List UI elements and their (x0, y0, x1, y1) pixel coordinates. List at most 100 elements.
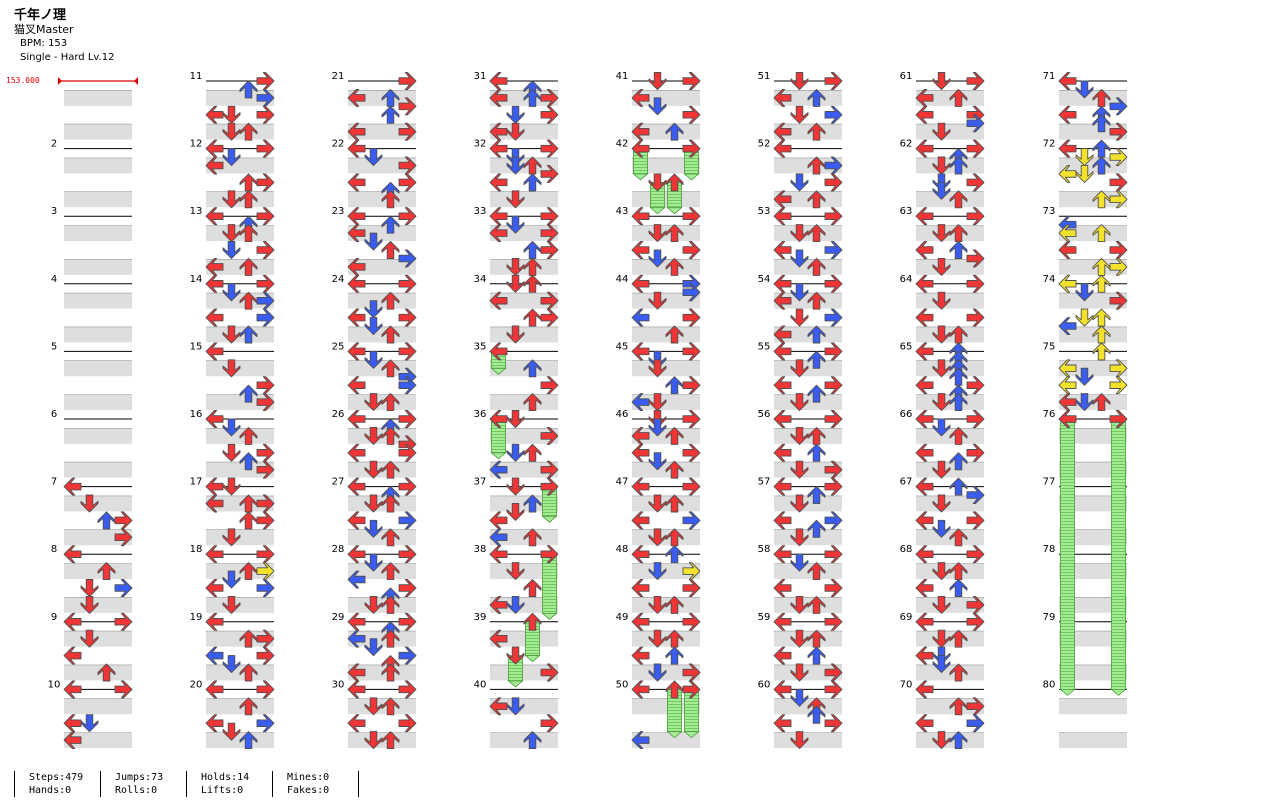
down-arrow-icon (648, 663, 667, 682)
right-arrow-icon (256, 511, 275, 530)
left-arrow-icon (205, 342, 224, 361)
measure-number: 40 (474, 679, 487, 690)
measure-number: 43 (616, 206, 629, 217)
beat-band (632, 191, 700, 208)
up-arrow-icon (665, 460, 684, 479)
right-arrow-icon (256, 460, 275, 479)
measure-number: 15 (190, 341, 203, 352)
difficulty-info: Single - Hard Lv.12 (20, 52, 115, 63)
right-arrow-icon (966, 545, 985, 564)
beat-band (64, 259, 132, 275)
up-arrow-icon (381, 460, 400, 479)
down-arrow-icon (506, 443, 525, 462)
down-arrow-icon (790, 426, 809, 445)
left-arrow-icon (631, 88, 650, 107)
down-arrow-icon (222, 528, 241, 547)
right-arrow-icon (398, 443, 417, 462)
left-arrow-icon (915, 443, 934, 462)
up-arrow-icon (949, 241, 968, 259)
right-arrow-icon (256, 443, 275, 462)
measure-number: 58 (758, 544, 771, 555)
left-arrow-icon (631, 477, 650, 496)
down-arrow-icon (1075, 367, 1094, 386)
left-arrow-icon (63, 731, 82, 750)
down-arrow-icon (790, 528, 809, 547)
stat-lifts: Lifts:0 (201, 785, 244, 796)
up-arrow-icon (381, 595, 400, 614)
measure-number: 48 (616, 544, 629, 555)
measure-number: 59 (758, 612, 771, 623)
measure-number: 13 (190, 206, 203, 217)
measure-number: 61 (900, 71, 913, 82)
up-arrow-icon (665, 494, 684, 513)
left-arrow-icon (915, 579, 934, 597)
measure-number: 31 (474, 71, 487, 82)
right-arrow-icon (540, 105, 559, 124)
right-arrow-icon (114, 612, 133, 631)
up-arrow-icon (1092, 224, 1111, 243)
left-arrow-icon (1058, 410, 1077, 428)
down-arrow-icon (1075, 393, 1094, 412)
left-arrow-icon (347, 680, 366, 699)
down-arrow-icon (222, 122, 241, 141)
right-arrow-icon (114, 528, 133, 547)
left-arrow-icon (205, 714, 224, 733)
measure-number: 34 (474, 274, 487, 285)
right-arrow-icon (540, 207, 559, 226)
up-arrow-icon (523, 579, 542, 597)
measure-number: 47 (616, 477, 629, 488)
right-arrow-icon (540, 545, 559, 564)
right-arrow-icon (682, 308, 701, 327)
right-arrow-icon (398, 579, 417, 597)
down-arrow-icon (222, 283, 241, 302)
up-arrow-icon (239, 80, 258, 99)
up-arrow-icon (807, 224, 826, 243)
measure-number: 51 (758, 71, 771, 82)
measure-number: 45 (616, 341, 629, 352)
up-arrow-icon (665, 224, 684, 243)
up-arrow-icon (97, 663, 116, 682)
up-arrow-icon (807, 519, 826, 538)
down-arrow-icon (364, 731, 383, 750)
down-arrow-icon (932, 562, 951, 581)
beat-band (64, 157, 132, 174)
down-arrow-icon (932, 325, 951, 344)
down-arrow-icon (648, 528, 667, 547)
up-arrow-icon (97, 511, 116, 530)
step-chart: 2345678910111213141516171819202122232425… (48, 71, 1128, 750)
beat-band (1059, 631, 1127, 647)
up-arrow-icon (523, 528, 542, 547)
left-arrow-icon (347, 88, 366, 107)
up-arrow-icon (381, 190, 400, 209)
left-arrow-icon (347, 376, 366, 395)
down-arrow-icon (364, 519, 383, 538)
right-arrow-icon (682, 342, 701, 361)
down-arrow-icon (790, 494, 809, 513)
left-arrow-icon (773, 410, 792, 428)
right-arrow-icon (682, 72, 701, 90)
stat-hands: Hands:0 (29, 785, 72, 796)
measure-number: 57 (758, 477, 771, 488)
song-header: 千年ノ理 猫叉Master BPM: 153 Single - Hard Lv.… (14, 8, 114, 65)
right-arrow-icon (398, 249, 417, 268)
up-arrow-icon (665, 325, 684, 344)
down-arrow-icon (648, 291, 667, 310)
measure-number: 66 (900, 409, 913, 420)
up-arrow-icon (949, 156, 968, 175)
left-arrow-icon (205, 612, 224, 631)
left-arrow-icon (631, 731, 650, 750)
right-arrow-icon (398, 342, 417, 361)
down-arrow-icon (932, 224, 951, 243)
measure-number: 25 (332, 341, 345, 352)
left-arrow-icon (915, 342, 934, 361)
up-arrow-icon (665, 646, 684, 665)
stat-holds: Holds:14 (201, 772, 250, 783)
left-arrow-icon (347, 224, 366, 243)
down-arrow-icon (932, 156, 951, 175)
down-arrow-icon (648, 249, 667, 268)
measure-number: 33 (474, 206, 487, 217)
beat-band (64, 428, 132, 444)
right-arrow-icon (256, 579, 275, 597)
up-arrow-icon (1092, 308, 1111, 327)
left-arrow-icon (1058, 317, 1077, 335)
